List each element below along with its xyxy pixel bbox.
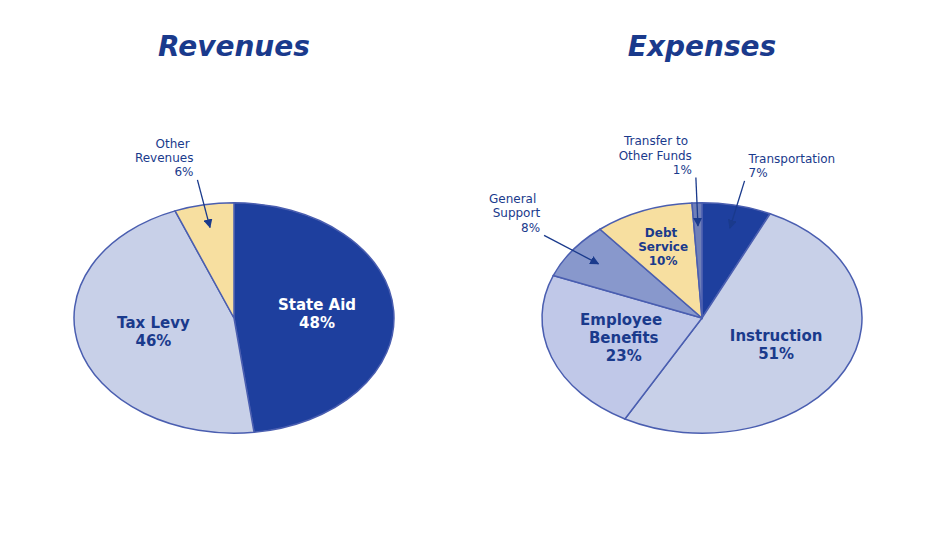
slice-label: State Aid [278, 296, 356, 314]
annotation-arrow [730, 181, 745, 228]
slice-label: General Support [489, 192, 540, 220]
slice-label-line: General [489, 192, 540, 206]
slice-label: Transportation [748, 152, 836, 166]
annotation-arrow [696, 178, 698, 226]
slice-label-line: Instruction [730, 327, 823, 345]
data-label: 7% [749, 166, 768, 180]
slice-label-line: Service [638, 240, 688, 254]
slice-label-line: Tax Levy [117, 314, 190, 332]
slice-label-line: Debt [645, 226, 682, 240]
slice-label: Tax Levy [117, 314, 190, 332]
slice-label-line: State Aid [278, 296, 356, 314]
data-label: 23% [606, 347, 642, 365]
slice-label: Other Revenues [135, 137, 194, 165]
data-label: 10% [649, 254, 678, 268]
slice-label: Employee Benefits [580, 311, 667, 347]
slice-label-line: Other Funds [619, 149, 692, 163]
data-label: 46% [135, 332, 171, 350]
pie-group: State Aid48% Tax Levy46% Other Revenues6% [74, 137, 394, 434]
slice-label-line: Employee [580, 311, 667, 329]
slice-label: Instruction [730, 327, 823, 345]
annotation-arrow [197, 180, 210, 228]
chart-root: Revenues State Aid48% Tax Levy46% Other Rev… [0, 0, 936, 557]
slice-label-line: Transfer to [623, 134, 692, 148]
slice-label-line: Other [156, 137, 194, 151]
data-label: 8% [521, 221, 540, 235]
pie-slice [692, 203, 702, 318]
slices [74, 203, 394, 433]
labels: Transportation7% Instruction51% Employee B… [489, 134, 835, 365]
annotation-arrow [544, 235, 598, 263]
chart-title: Expenses [628, 30, 776, 63]
data-label: 51% [758, 345, 794, 363]
pie-slice [234, 203, 394, 432]
chart-title: Revenues [158, 30, 310, 63]
slice-label-line: Support [493, 206, 541, 220]
slice-label-line: Revenues [135, 151, 194, 165]
slice-label-line: Transportation [748, 152, 836, 166]
data-label: 48% [299, 314, 335, 332]
slice-label-line: Benefits [589, 329, 659, 347]
pie-slice [175, 203, 234, 318]
data-label: 6% [174, 165, 193, 179]
slices [542, 203, 862, 433]
slice-label: Transfer to Other Funds [619, 134, 692, 162]
labels: State Aid48% Tax Levy46% Other Revenues6% [117, 137, 356, 351]
data-label: 1% [673, 163, 692, 177]
slice-label: Debt Service [638, 226, 688, 254]
pie-slice [600, 203, 702, 318]
pie-group: Transportation7% Instruction51% Employee B… [489, 134, 862, 433]
